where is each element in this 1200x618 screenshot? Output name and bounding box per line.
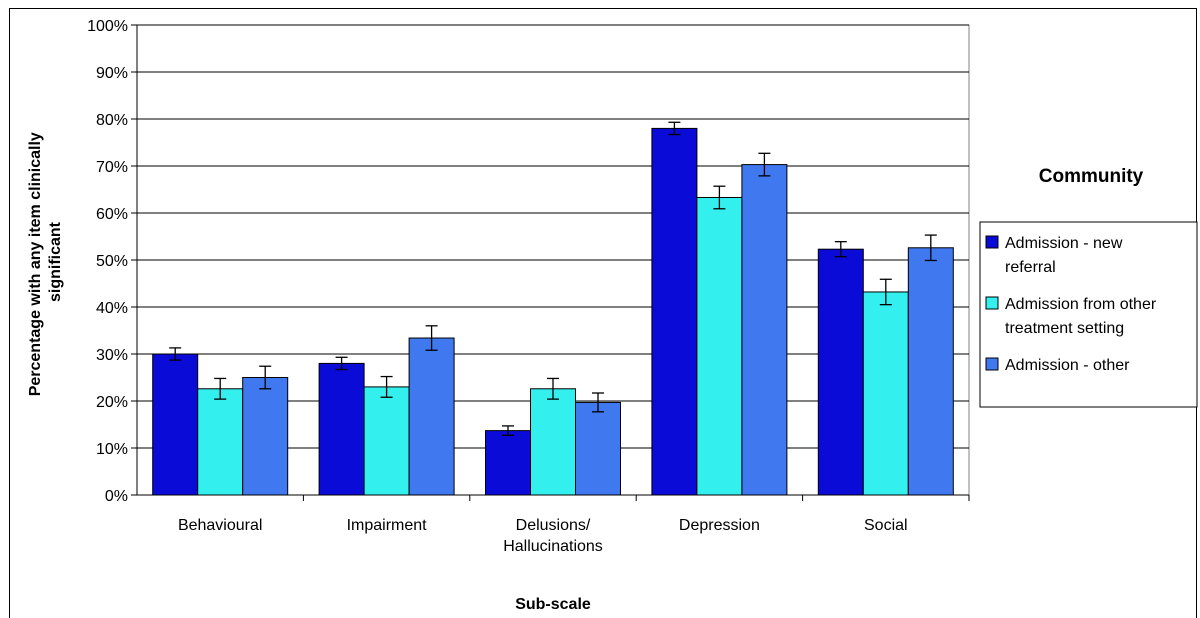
y-tick-label: 50% [96,253,128,270]
error-bars [169,121,937,436]
y-tick-label: 10% [96,441,128,458]
bar [242,377,289,496]
legend-swatch [985,357,999,371]
y-axis-title-line-1: Percentage with any item clinically [27,132,44,396]
y-tick-label: 60% [96,206,128,223]
bar [575,401,621,496]
bar [862,291,909,496]
bar [817,248,864,496]
bar [408,337,455,496]
bar [152,353,199,496]
legend-box [979,221,1198,408]
bar [485,430,531,496]
legend-label: Admission - new [1005,235,1123,252]
y-tick-label: 40% [96,300,128,317]
bar [197,388,244,496]
y-tick-label: 90% [96,65,128,82]
bar [696,196,743,496]
bar [651,127,698,496]
y-axis-tick-labels: 0% 10% 20% 30% 40% 50% 60% 70% 80% 90% 100% [87,18,128,505]
x-category-label: Depression [679,517,760,534]
legend-label: Admission - other [1005,357,1130,374]
y-tick-label: 70% [96,159,128,176]
y-tick-label: 30% [96,347,128,364]
y-tick-label: 0% [105,488,128,505]
x-category-label: Delusions/ [516,517,591,534]
bar [741,164,788,496]
y-tick-label: 20% [96,394,128,411]
bar [363,386,410,496]
y-axis-title-line-2: significant [47,221,64,302]
legend: Admission - new referral Admission from ot… [985,235,1157,374]
y-tick-label: 100% [87,18,128,35]
x-axis-title: Sub-scale [515,596,591,613]
x-category-label: Social [864,517,908,534]
legend-title: Community [1039,166,1144,187]
bar [907,247,954,496]
bar [530,388,576,496]
x-category-label: Impairment [347,517,428,534]
x-category-label: Behavioural [178,517,263,534]
legend-label: treatment setting [1005,320,1124,337]
y-tick-label: 80% [96,112,128,129]
legend-label: referral [1005,259,1056,276]
y-axis-title: Percentage with any item clinically sign… [27,128,64,397]
legend-label: Admission from other [1005,296,1157,313]
x-category-label: Hallucinations [503,538,603,555]
x-axis-category-labels: Behavioural Impairment Delusions/Hallucina… [178,517,908,555]
bar [318,362,365,496]
legend-swatch [985,296,999,310]
legend-swatch [985,235,999,249]
